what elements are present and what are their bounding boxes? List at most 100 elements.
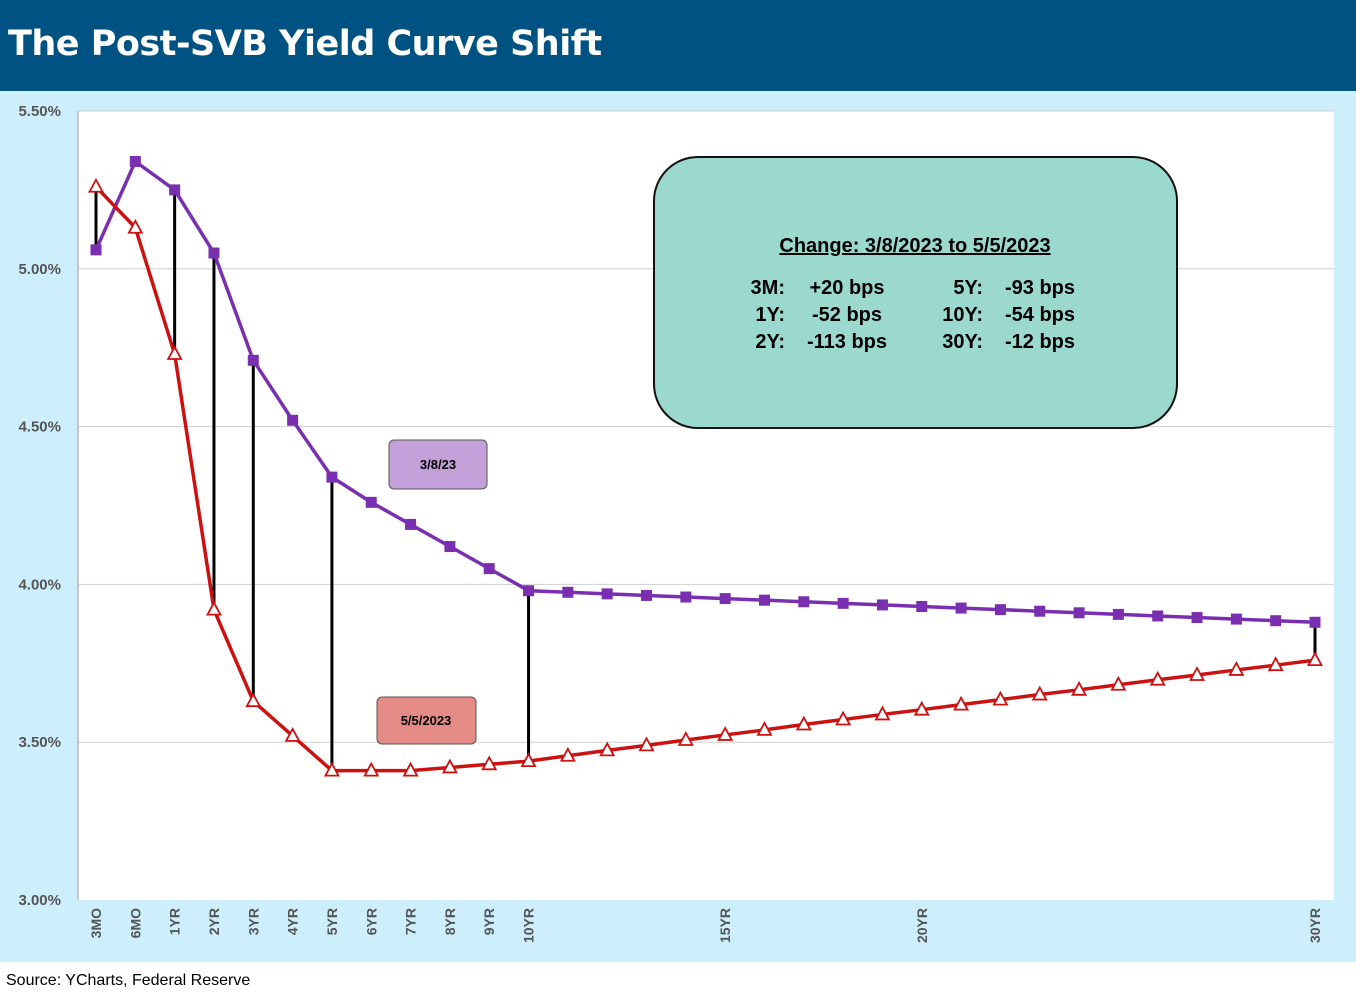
point-3823 <box>641 589 653 601</box>
point-3823 <box>287 414 299 426</box>
x-tick-label: 4YR <box>285 908 301 935</box>
point-3823 <box>680 591 692 603</box>
y-tick-label: 4.50% <box>18 419 61 436</box>
point-552023 <box>559 746 576 762</box>
label-3823-text: 3/8/23 <box>420 457 456 472</box>
point-552023 <box>363 761 380 777</box>
label-3823: 3/8/23 <box>388 439 488 490</box>
label-3823-box <box>388 439 488 490</box>
point-3823 <box>994 604 1006 616</box>
annotation-left-label: 1Y: <box>755 304 785 326</box>
x-tick-label: 3YR <box>245 908 261 935</box>
point-3823 <box>326 471 338 483</box>
point-3823 <box>837 597 849 609</box>
point-552023 <box>323 761 340 777</box>
point-552023 <box>756 721 773 736</box>
point-552023 <box>835 710 852 726</box>
point-3823 <box>1191 612 1203 624</box>
x-tick-label: 20YR <box>914 908 930 943</box>
point-3823 <box>758 594 770 606</box>
point-3823 <box>444 541 456 553</box>
y-tick-label: 5.50% <box>18 103 61 120</box>
label-552023-box <box>376 696 477 745</box>
point-552023 <box>677 731 694 746</box>
label-552023: 5/5/2023 <box>376 696 477 745</box>
point-552023 <box>953 695 970 711</box>
x-tick-label: 3MO <box>88 908 104 938</box>
annotation-right-value: -54 bps <box>1005 304 1075 326</box>
x-tick-label: 2YR <box>206 908 222 935</box>
point-3823 <box>208 247 220 259</box>
footer-band <box>0 962 1356 1000</box>
y-tick-label: 5.00% <box>18 261 61 278</box>
point-3823 <box>483 563 495 575</box>
x-tick-label: 7YR <box>403 908 419 935</box>
x-tick-label: 6YR <box>363 908 379 935</box>
annotation-right-label: 10Y: <box>942 304 983 326</box>
series-markers <box>87 155 1324 777</box>
point-552023 <box>205 600 222 616</box>
x-tick-label: 15YR <box>717 908 733 943</box>
point-3823 <box>1152 610 1164 622</box>
y-tick-label: 4.00% <box>18 576 61 593</box>
label-552023-text: 5/5/2023 <box>401 713 452 728</box>
annotation-left-label: 2Y: <box>755 331 785 353</box>
x-tick-label: 8YR <box>442 908 458 935</box>
x-tick-label: 9YR <box>481 908 497 935</box>
annotation-right-value: -93 bps <box>1005 277 1075 299</box>
change-bars <box>94 186 1317 771</box>
y-tick-label: 3.50% <box>18 734 61 751</box>
x-tick-label: 10YR <box>521 908 537 943</box>
point-3823 <box>562 586 574 598</box>
point-3823 <box>798 596 810 608</box>
point-552023 <box>992 690 1009 706</box>
annotation-right-label: 5Y: <box>953 277 983 299</box>
annotation-left-label: 3M: <box>751 277 785 299</box>
point-552023 <box>599 741 616 757</box>
point-552023 <box>913 700 930 716</box>
point-552023 <box>481 755 498 771</box>
x-tick-label: 30YR <box>1307 908 1323 943</box>
yield-curve-chart: 3.00% 3.50% 4.00% 4.50% 5.00% 5.50% 3MO 6MO 1YR… <box>0 91 1356 962</box>
point-3823 <box>365 496 377 508</box>
annotation-title: Change: 3/8/2023 to 5/5/2023 <box>779 235 1050 257</box>
point-552023 <box>1189 666 1206 681</box>
point-3823 <box>1309 616 1321 628</box>
x-tick-label: 1YR <box>167 908 183 935</box>
point-3823 <box>1112 608 1124 620</box>
point-3823 <box>405 518 417 530</box>
point-552023 <box>166 345 183 360</box>
point-552023 <box>795 715 812 731</box>
annotation-left-value: -52 bps <box>812 304 882 326</box>
point-3823 <box>1073 607 1085 619</box>
point-552023 <box>520 752 537 768</box>
point-552023 <box>402 761 419 777</box>
x-tick-label: 5YR <box>324 908 340 935</box>
change-annotation: Change: 3/8/2023 to 5/5/2023 3M: +20 bps 5… <box>653 156 1178 429</box>
point-552023 <box>127 218 144 234</box>
point-552023 <box>1071 680 1088 696</box>
point-3823 <box>1034 605 1046 617</box>
point-552023 <box>874 705 891 721</box>
annotation-right-value: -12 bps <box>1005 331 1075 353</box>
point-3823 <box>129 155 141 167</box>
point-3823 <box>523 585 535 597</box>
point-552023 <box>717 726 734 741</box>
annotation-right-label: 30Y: <box>942 331 983 353</box>
point-552023 <box>87 177 105 193</box>
point-3823 <box>719 593 731 605</box>
point-552023 <box>1031 685 1048 701</box>
series-line-3823 <box>94 159 1316 625</box>
point-552023 <box>284 726 301 742</box>
annotation-box <box>653 156 1178 429</box>
point-3823 <box>1270 615 1282 627</box>
point-3823 <box>169 184 181 196</box>
point-3823 <box>916 600 928 612</box>
point-3823 <box>601 588 613 600</box>
chart-title: The Post-SVB Yield Curve Shift <box>8 24 602 64</box>
point-552023 <box>1228 661 1245 676</box>
point-552023 <box>1149 670 1166 686</box>
point-552023 <box>1306 651 1324 667</box>
point-552023 <box>441 758 458 774</box>
point-3823 <box>955 602 967 614</box>
